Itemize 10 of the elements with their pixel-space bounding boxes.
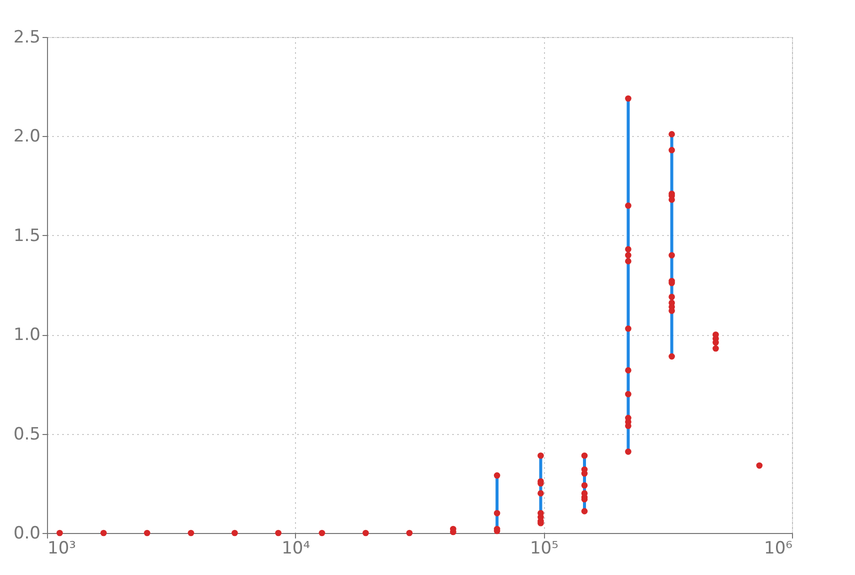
y-tick-label: 0.0 (13, 524, 40, 544)
y-tick-label: 0.5 (13, 424, 40, 444)
x-tick-label: 10⁵ (530, 538, 558, 558)
y-tick-label: 2.5 (13, 28, 40, 48)
y-tick-label: 1.5 (13, 226, 40, 246)
x-tick-label: 10⁴ (282, 538, 310, 558)
y-tick-label: 1.0 (13, 325, 40, 346)
x-tick-label: 10³ (48, 538, 76, 558)
y-tick-label: 2.0 (13, 126, 40, 147)
x-tick-label: 10⁶ (764, 538, 793, 558)
